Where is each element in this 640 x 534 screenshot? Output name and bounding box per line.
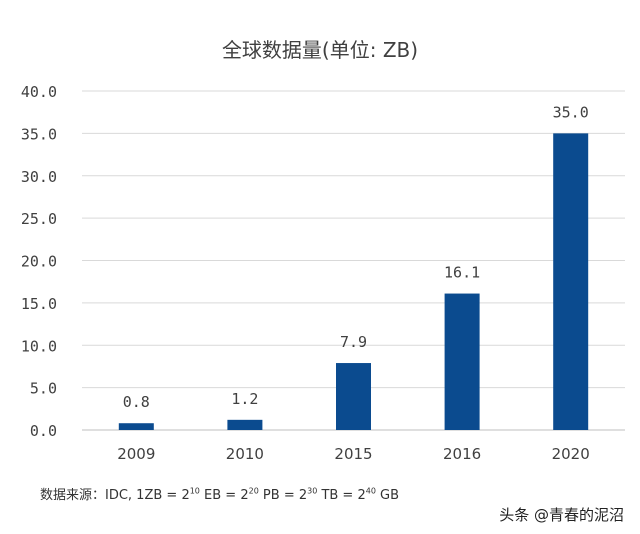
y-tick-label: 10.0 <box>21 337 57 355</box>
chart-title: 全球数据量(单位: ZB) <box>221 38 419 62</box>
footnote-text: EB = 2 <box>199 488 249 503</box>
x-tick-label: 2015 <box>334 445 372 463</box>
footnote-exponent: 40 <box>365 486 376 496</box>
x-tick-label: 2016 <box>443 445 481 463</box>
footnote-exponent: 30 <box>307 486 318 496</box>
y-tick-label: 20.0 <box>21 253 57 271</box>
bar <box>227 419 263 430</box>
x-tick-label: 2020 <box>552 445 590 463</box>
y-tick-label: 40.0 <box>21 83 57 101</box>
x-axis: 2009 2010 2015 2016 2020 <box>117 445 590 463</box>
bar <box>118 423 154 430</box>
data-label: 0.8 <box>123 393 150 411</box>
watermark: 头条 @青春的泥沼 <box>499 506 624 524</box>
y-tick-label: 15.0 <box>21 295 57 313</box>
bar <box>444 293 480 430</box>
footnote-text: 数据来源：IDC, 1ZB = 2 <box>40 488 190 503</box>
bar <box>336 363 371 430</box>
y-tick-label: 0.0 <box>30 422 57 440</box>
y-axis: 0.0 5.0 10.0 15.0 20.0 25.0 30.0 35.0 40.0 <box>21 83 57 440</box>
footnote-text: PB = 2 <box>258 488 308 503</box>
y-tick-label: 30.0 <box>21 168 57 186</box>
footnote-text: TB = 2 <box>317 488 366 503</box>
x-tick-label: 2009 <box>117 445 155 463</box>
data-labels: 0.8 1.2 7.9 16.1 35.0 <box>123 103 589 411</box>
data-label: 35.0 <box>553 103 589 121</box>
data-label: 16.1 <box>444 264 480 282</box>
data-label: 7.9 <box>340 333 367 351</box>
footnote-exponent: 10 <box>189 486 200 496</box>
bars <box>118 133 589 430</box>
source-footnote: 数据来源：IDC, 1ZB = 210 EB = 220 PB = 230 TB… <box>40 484 399 503</box>
x-tick-label: 2010 <box>226 445 264 463</box>
y-tick-label: 35.0 <box>21 125 57 143</box>
y-tick-label: 25.0 <box>21 210 57 228</box>
data-label: 1.2 <box>231 390 258 408</box>
y-tick-label: 5.0 <box>30 380 57 398</box>
footnote-text: GB <box>375 488 400 503</box>
footnote-exponent: 20 <box>248 486 259 496</box>
bar <box>553 133 589 430</box>
